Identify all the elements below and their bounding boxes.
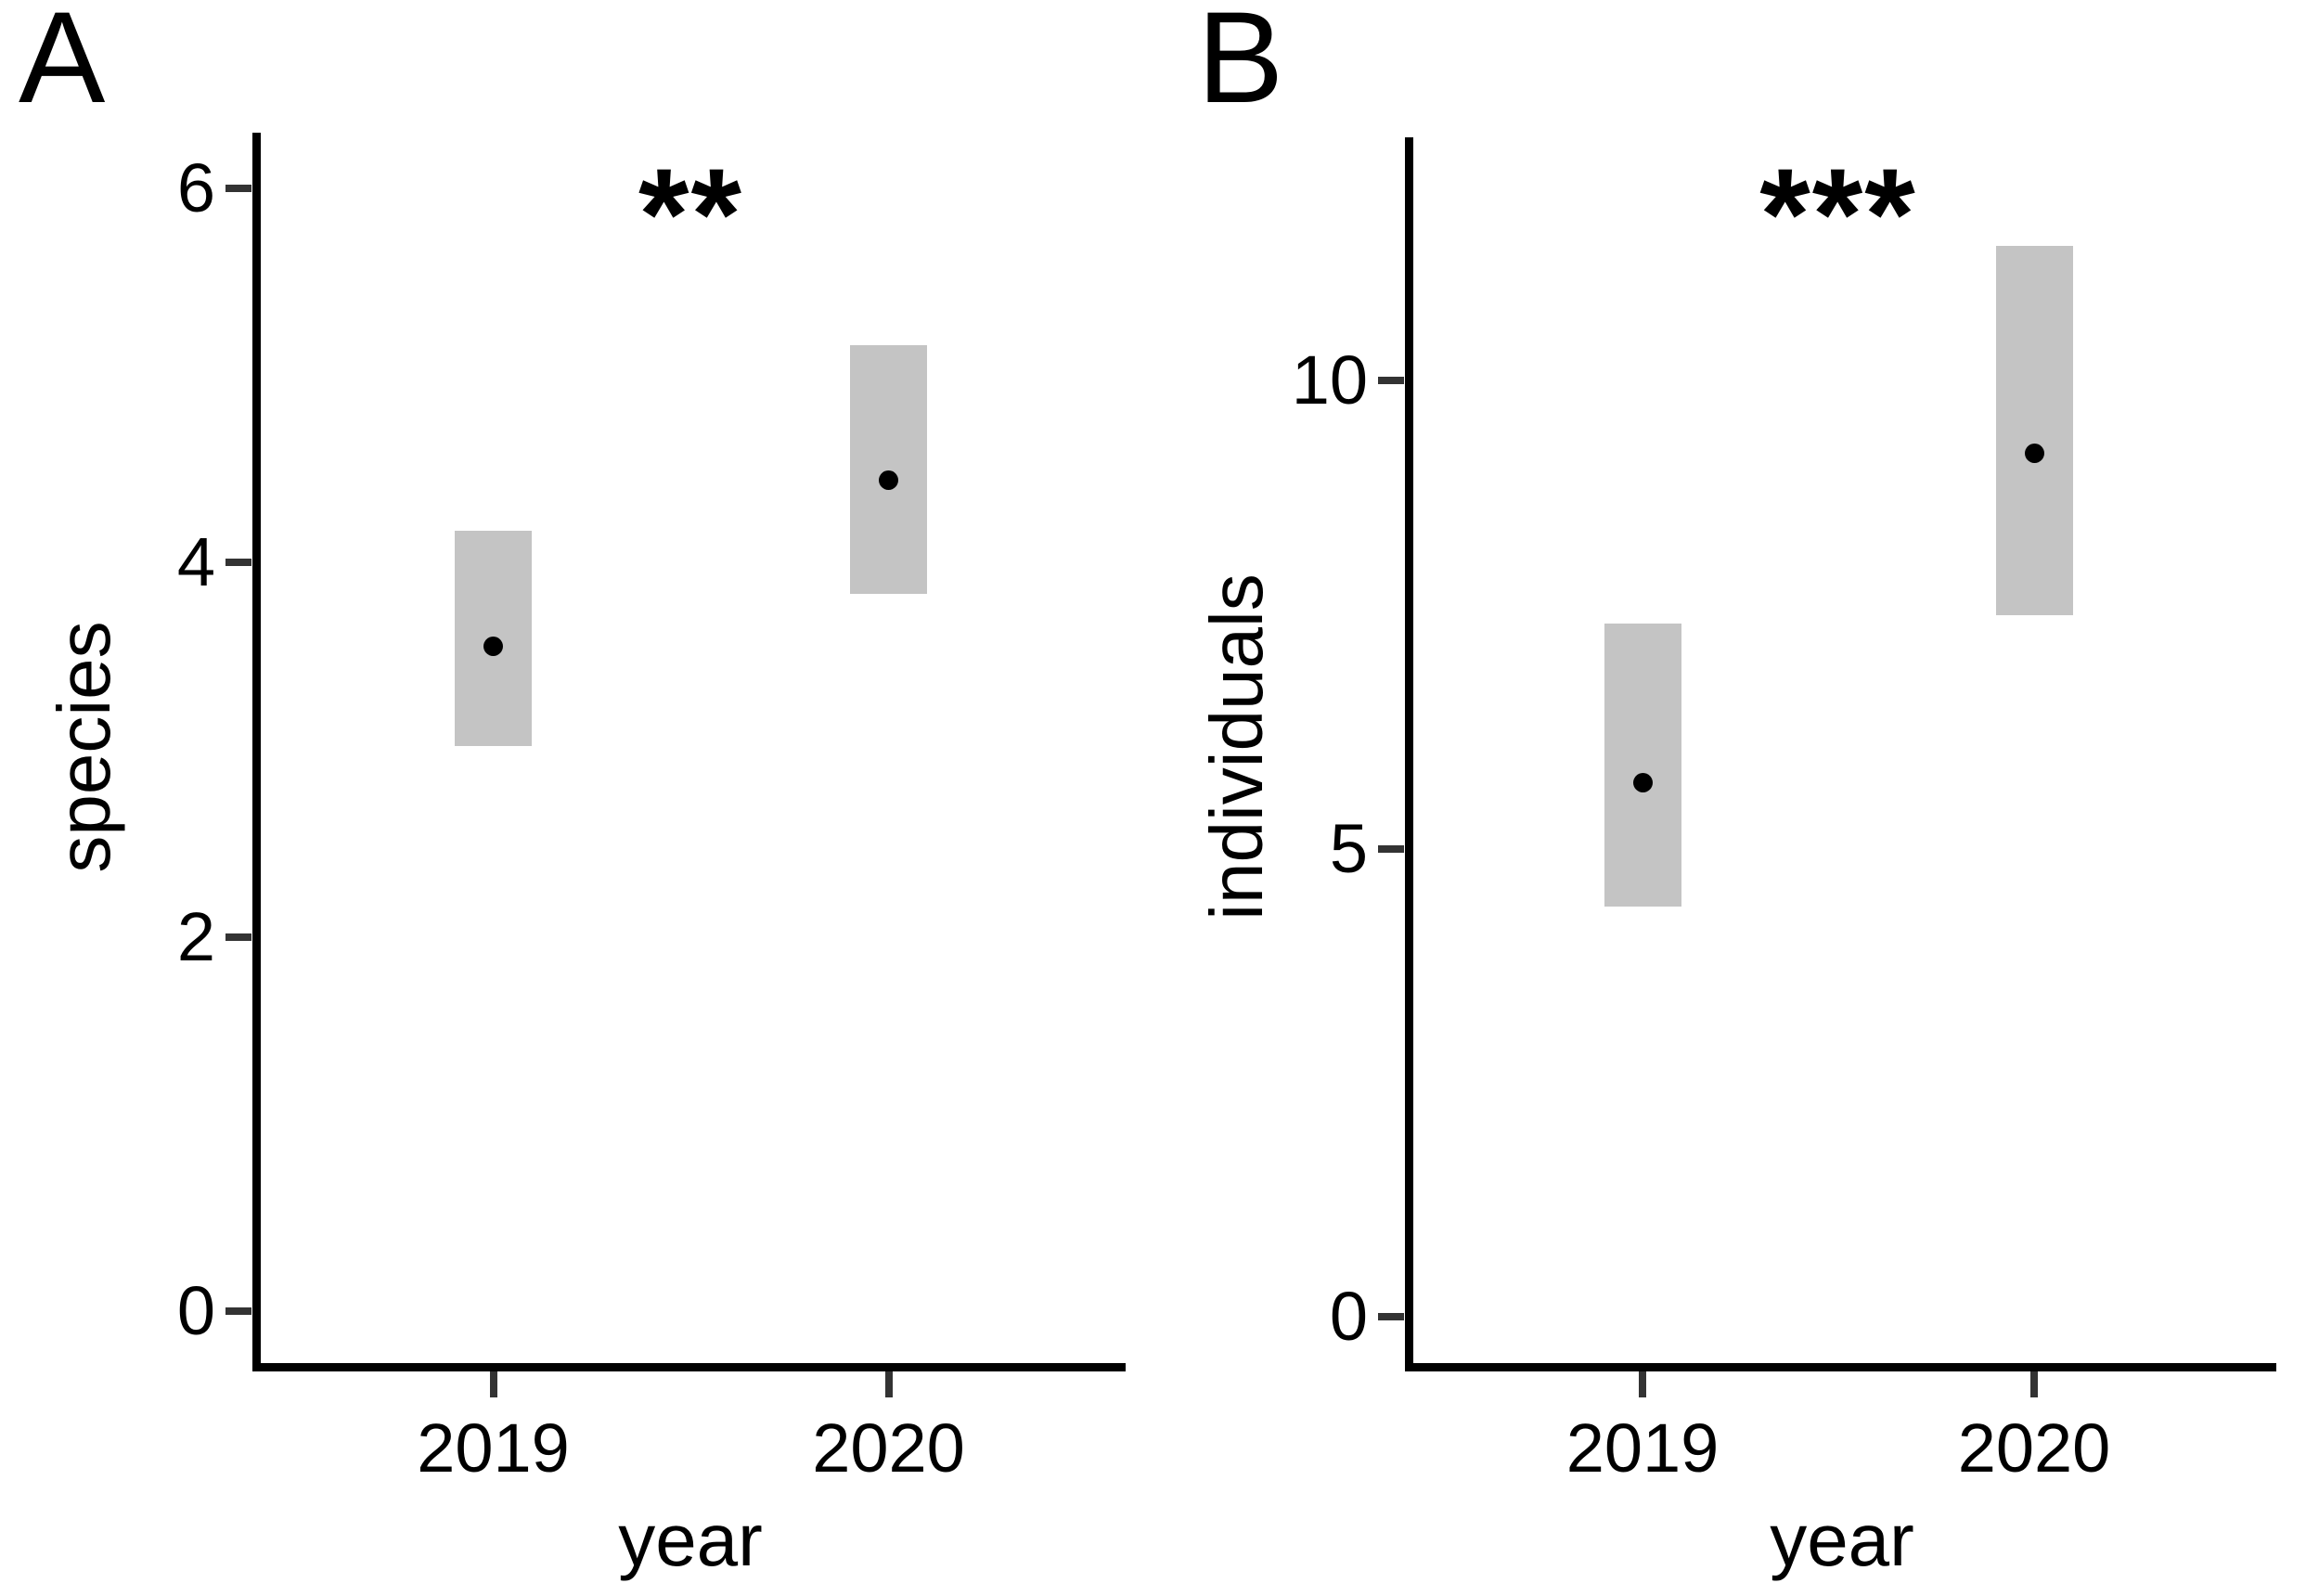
panel-b-y-tick-label: 10 bbox=[1291, 341, 1368, 418]
panel-b-x-axis-title: year bbox=[1770, 1499, 1914, 1581]
panel-a-y-tick-mark bbox=[225, 184, 251, 192]
panel-b-x-axis-line bbox=[1404, 1363, 2276, 1371]
panel-b-x-tick-mark bbox=[1639, 1371, 1646, 1397]
panel-a-significance-stars: ** bbox=[638, 141, 743, 287]
panel-a-y-tick-label: 0 bbox=[176, 1272, 215, 1349]
panel-b-x-tick-label-2019: 2019 bbox=[1565, 1409, 1720, 1487]
panel-a-ci-bar-2020 bbox=[850, 345, 927, 595]
panel-b-ci-bar-2019 bbox=[1604, 624, 1681, 907]
panel-b-y-tick-label: 5 bbox=[1329, 809, 1368, 887]
panel-a-x-tick-label-2019: 2019 bbox=[417, 1409, 570, 1487]
panel-b-mean-point-2020 bbox=[2024, 444, 2044, 464]
panel-a-y-tick-mark bbox=[225, 559, 251, 567]
panel-a-y-axis-title: species bbox=[43, 621, 125, 873]
panel-b-significance-stars: *** bbox=[1759, 141, 1917, 287]
panel-b-y-axis-line bbox=[1404, 137, 1413, 1371]
panel-a-y-tick-label: 2 bbox=[176, 897, 215, 975]
panel-a-x-axis-title: year bbox=[618, 1499, 763, 1581]
panel-b-y-tick-mark bbox=[1378, 377, 1404, 384]
panel-a-mean-point-2019 bbox=[483, 637, 503, 657]
panel-b-ci-bar-2020 bbox=[1995, 245, 2073, 616]
panel-b-x-tick-label-2020: 2020 bbox=[1957, 1409, 2111, 1487]
panel-b-letter: B bbox=[1197, 0, 1284, 130]
panel-b-y-tick-label: 0 bbox=[1329, 1278, 1368, 1355]
panel-a-y-axis-line bbox=[251, 133, 261, 1371]
panel-a-y-tick-mark bbox=[225, 1307, 251, 1315]
panel-b-mean-point-2019 bbox=[1632, 773, 1653, 793]
panel-a-x-axis-line bbox=[251, 1363, 1126, 1371]
panel-a-y-tick-mark bbox=[225, 933, 251, 941]
panel-a-x-tick-label-2020: 2020 bbox=[812, 1409, 965, 1487]
panel-a-mean-point-2020 bbox=[879, 470, 898, 490]
panel-a-letter: A bbox=[19, 0, 106, 130]
panel-a-x-tick-mark bbox=[489, 1371, 497, 1397]
panel-a-x-tick-mark bbox=[884, 1371, 893, 1397]
panel-b-x-tick-mark bbox=[2030, 1371, 2038, 1397]
panel-b-y-tick-mark bbox=[1378, 844, 1404, 853]
panel-a-y-tick-label: 4 bbox=[176, 523, 215, 601]
panel-b-y-tick-mark bbox=[1378, 1313, 1404, 1320]
panel-a-y-tick-label: 6 bbox=[176, 148, 215, 226]
